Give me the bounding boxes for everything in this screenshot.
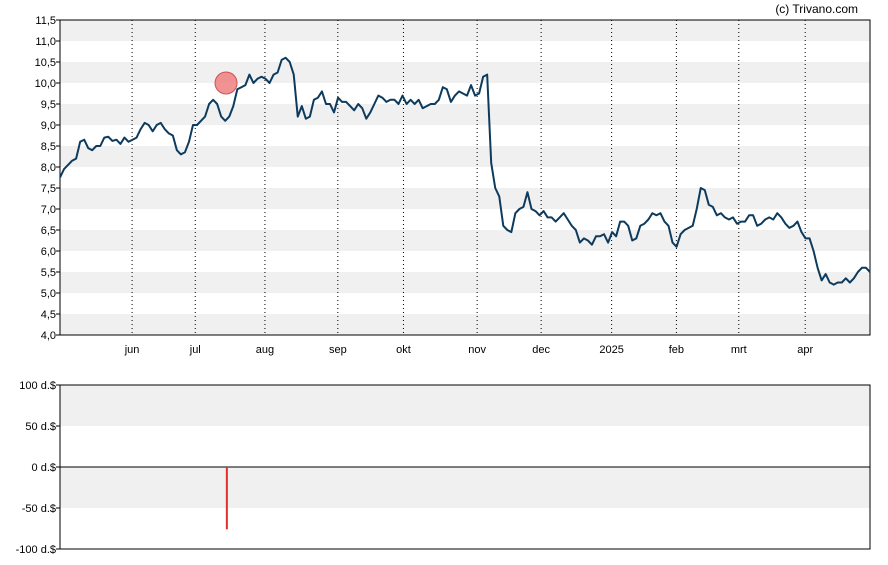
grid-band [60,20,870,41]
x-tick-label: aug [256,344,274,356]
grid-band [60,314,870,335]
y-tick-label: 9,5 [41,99,56,111]
plot-frame [59,384,871,550]
x-tick-label: jul [189,344,201,356]
grid-band [60,272,870,293]
x-tick-label: okt [396,344,411,356]
y-tick-label: 7,0 [41,204,56,216]
x-tick-label: 2025 [599,344,623,356]
grid-band [60,104,870,125]
y-tick-label: 11,5 [35,15,56,27]
y-tick-label: 8,0 [41,162,56,174]
y-tick-label: 9,0 [41,120,56,132]
x-tick-label: nov [468,344,486,356]
y-tick-label: 11,0 [35,36,56,48]
grid-band [60,467,870,508]
x-tick-label: sep [329,344,347,356]
y-tick-label: 5,5 [41,267,56,279]
y-tick-label: 6,5 [41,225,56,237]
y-tick-label: -50 d.$ [22,503,56,515]
y-tick-label: 4,0 [41,330,56,342]
grid-band [60,230,870,251]
y-tick-label: 8,5 [41,141,56,153]
dividend-chart: 100 d.$ 50 d.$ 0 d.$ -50 d.$ -100 d.$ [16,380,871,556]
y-tick-label: 0 d.$ [32,462,56,474]
credit-text: (c) Trivano.com [775,2,858,16]
price-line [59,56,871,286]
price-chart: jun jul aug sep okt nov dec 2025 feb mrt apr 4,0 4,5… [35,15,871,356]
grid-band [60,385,870,426]
x-tick-label: apr [797,344,813,356]
y-tick-label: 50 d.$ [25,421,56,433]
x-tick-label: dec [532,344,550,356]
y-tick-label: 100 d.$ [19,380,56,392]
y-tick-label: -100 d.$ [16,544,56,556]
grid-band [60,146,870,167]
y-tick-label: 6,0 [41,246,56,258]
event-marker [214,71,238,95]
y-tick-label: 10,5 [35,57,56,69]
grid-band [60,62,870,83]
x-tick-label: jun [124,344,140,356]
x-tick-label: feb [669,344,684,356]
y-tick-label: 4,5 [41,309,56,321]
y-tick-label: 5,0 [41,288,56,300]
y-tick-label: 10,0 [35,78,56,90]
x-tick-label: mrt [731,344,747,356]
grid-band [60,188,870,209]
y-tick-label: 7,5 [41,183,56,195]
